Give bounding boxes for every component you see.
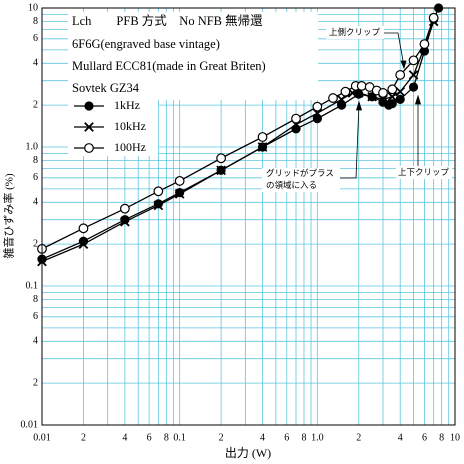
- marker: [216, 165, 226, 176]
- y-tick-label: 4: [33, 197, 38, 208]
- info-line: Lch PFB 方式 No NFB 無帰還: [72, 13, 263, 28]
- marker: [291, 113, 301, 124]
- info-line: 6F6G(engraved base vintage): [72, 37, 220, 51]
- marker: [312, 101, 323, 112]
- legend-marker: [84, 101, 94, 111]
- marker: [78, 223, 89, 234]
- marker: [120, 216, 130, 227]
- marker: [336, 100, 347, 110]
- y-tick-label: 6: [33, 311, 38, 322]
- x-tick-label: 6: [422, 432, 427, 443]
- marker: [328, 93, 338, 103]
- annotation: グリッドがプラス: [266, 168, 334, 178]
- legend-marker: [84, 122, 94, 132]
- y-tick-label: 1.0: [26, 141, 39, 152]
- y-tick-label: 0.01: [21, 419, 39, 430]
- annotation: 上側クリップ: [329, 27, 381, 37]
- marker: [174, 189, 185, 199]
- x-tick-label: 0.01: [33, 432, 51, 443]
- annotation-box: [326, 26, 384, 39]
- legend-label: 100Hz: [114, 140, 146, 154]
- arrow: [340, 103, 360, 179]
- marker: [291, 124, 301, 134]
- marker: [174, 176, 185, 186]
- y-tick-label: 2: [33, 377, 38, 388]
- y-tick-label: 8: [33, 16, 38, 27]
- y-tick-label: 2: [33, 99, 38, 110]
- y-tick-label: 10: [28, 2, 38, 13]
- marker: [216, 153, 227, 164]
- arrow: [384, 32, 405, 67]
- marker: [408, 82, 419, 92]
- annotation-box: [396, 166, 452, 179]
- marker: [336, 94, 347, 105]
- marker: [395, 70, 406, 80]
- annotation: の領域に入る: [266, 180, 317, 190]
- info-background: [68, 12, 318, 100]
- y-tick-label: 4: [33, 336, 38, 347]
- x-tick-label: 0.1: [173, 432, 186, 443]
- marker: [378, 88, 388, 98]
- x-tick-label: 6: [284, 432, 289, 443]
- y-tick-label: 4: [33, 58, 38, 69]
- marker: [419, 39, 430, 49]
- marker: [408, 55, 419, 66]
- x-tick-label: 8: [301, 432, 306, 443]
- y-tick-label: 0.1: [26, 280, 39, 291]
- marker: [340, 86, 351, 97]
- info-block: Lch PFB 方式 No NFB 無帰還 6F6G(engraved base…: [68, 12, 318, 100]
- arrow-head: [355, 100, 363, 111]
- x-tick-label: 8: [164, 432, 169, 443]
- marker: [428, 12, 439, 23]
- y-tick-label: 6: [33, 33, 38, 44]
- legend-label: 1kHz: [114, 98, 140, 112]
- marker: [120, 215, 130, 225]
- marker: [153, 199, 163, 209]
- y-tick-label: 2: [33, 238, 38, 249]
- x-tick-label: 4: [122, 432, 127, 443]
- marker: [387, 84, 398, 95]
- arrow-head: [400, 60, 407, 70]
- x-axis-label: 出力 (W): [225, 446, 271, 460]
- arrow-head: [414, 94, 422, 105]
- marker: [78, 239, 89, 249]
- marker: [387, 99, 397, 109]
- annotation-box: [262, 168, 340, 192]
- marker: [175, 187, 185, 198]
- x-tick-label: 6: [147, 432, 152, 443]
- x-tick-label: 1.0: [311, 432, 324, 443]
- x-tick-label: 4: [398, 432, 403, 443]
- annotation-arrows: [262, 26, 452, 192]
- marker: [257, 132, 268, 142]
- marker: [312, 114, 322, 124]
- x-tick-label: 4: [260, 432, 265, 443]
- legend-marker: [84, 143, 94, 153]
- marker: [153, 186, 164, 197]
- plot-frame: [41, 7, 456, 426]
- marker: [257, 142, 268, 152]
- y-tick-label: 6: [33, 172, 38, 183]
- marker: [119, 203, 130, 214]
- x-tick-label: 8: [439, 432, 444, 443]
- x-tick-label: 2: [356, 432, 361, 443]
- y-axis-label: 雑音ひずみ率 (%): [2, 173, 16, 259]
- y-tick-label: 8: [33, 155, 38, 166]
- legend-label: 10kHz: [114, 119, 146, 133]
- x-tick-label: 10: [450, 432, 460, 443]
- marker: [356, 81, 367, 91]
- x-tick-label: 2: [81, 432, 86, 443]
- y-tick-label: 8: [33, 294, 38, 305]
- marker: [395, 86, 406, 97]
- marker: [408, 70, 419, 80]
- x-tick-label: 2: [219, 432, 224, 443]
- annotation: 上下クリップ: [398, 167, 450, 177]
- marker: [387, 91, 398, 102]
- marker: [153, 200, 164, 211]
- info-line: Sovtek GZ34: [72, 81, 140, 95]
- info-line: Mullard ECC81(made in Great Briten): [72, 59, 266, 73]
- marker: [395, 94, 405, 105]
